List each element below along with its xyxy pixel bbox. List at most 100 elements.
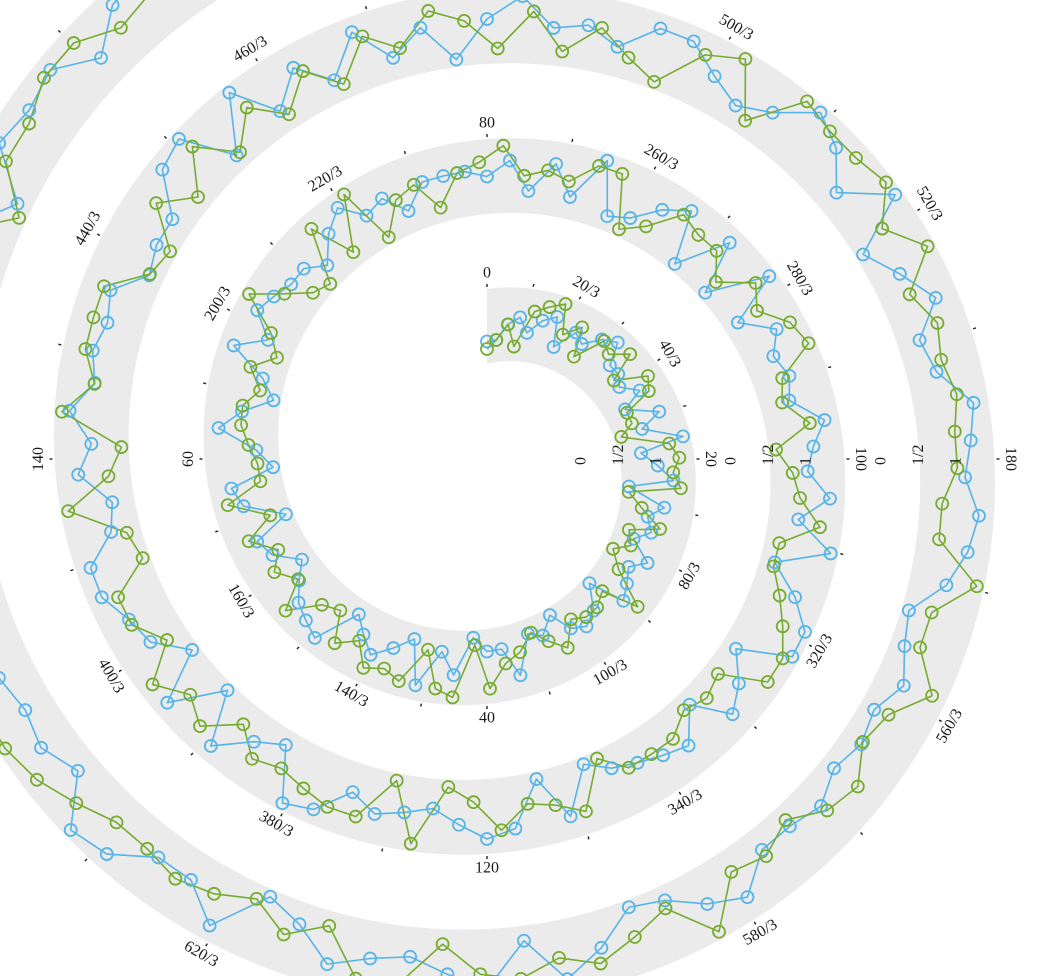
tick-label: 40	[479, 710, 495, 727]
series-1-point	[278, 738, 293, 752]
series-2-point	[641, 384, 656, 398]
series-1-point	[184, 873, 198, 887]
series-1-point	[785, 649, 800, 664]
series-2-point	[113, 20, 128, 35]
series-1-point	[725, 707, 740, 722]
series-1-point	[513, 668, 528, 683]
series-2-point	[820, 803, 835, 818]
tick-mark	[255, 58, 258, 62]
series-1-point	[610, 39, 625, 54]
series-2-point	[783, 315, 797, 330]
series-2-point	[389, 773, 404, 788]
series-2-point	[769, 442, 783, 457]
series-1-point	[99, 847, 114, 861]
series-1-point	[684, 204, 699, 218]
series-1-point	[604, 761, 619, 776]
series-1-point	[888, 187, 903, 202]
series-1-point	[535, 313, 550, 328]
series-1-point	[266, 393, 281, 408]
series-1-point	[363, 951, 378, 966]
series-2-point	[932, 532, 947, 547]
series-1-point	[896, 678, 911, 693]
tick-label: 80/3	[675, 560, 704, 593]
series-2-point	[710, 666, 725, 681]
series-1-point	[70, 763, 85, 778]
series-1-point	[817, 413, 832, 427]
series-2-point	[766, 559, 781, 574]
series-2-point	[86, 310, 101, 325]
series-2-point	[520, 796, 535, 811]
series-2-point	[855, 735, 870, 749]
spiral-band-layer	[0, 0, 996, 976]
tick-mark	[621, 321, 625, 325]
series-2-point	[333, 603, 348, 618]
series-1-point	[71, 467, 86, 482]
series-2-point	[101, 469, 116, 484]
series-1-point	[105, 495, 120, 510]
series-1-point	[250, 534, 265, 549]
series-1-point	[440, 967, 455, 976]
series-1-point	[222, 85, 237, 100]
series-1-point	[22, 103, 37, 117]
series-1-point	[546, 21, 561, 35]
series-2-point	[607, 373, 621, 388]
series-2-point	[270, 350, 284, 365]
series-1-point	[307, 631, 322, 645]
series-2-point	[336, 77, 351, 92]
series-2-point	[676, 703, 691, 718]
series-2-point	[823, 124, 837, 139]
series-1-point	[782, 393, 797, 408]
tick-mark	[163, 135, 167, 139]
series-1-point	[762, 269, 777, 284]
series-2-point	[296, 781, 311, 796]
series-2-point	[78, 342, 93, 356]
series-2-point	[168, 871, 183, 886]
series-1-point	[574, 337, 589, 351]
series-1-point	[278, 507, 293, 522]
series-2-point	[243, 359, 258, 374]
series-2-point	[712, 924, 726, 939]
tick-mark	[678, 569, 683, 573]
series-2-point	[627, 930, 642, 944]
series-2-point	[541, 634, 556, 648]
series-1-point	[298, 613, 313, 628]
series-2-point	[623, 347, 638, 362]
series-1-point	[436, 169, 451, 183]
tick-mark	[248, 594, 252, 598]
series-1-point	[579, 619, 594, 634]
series-1-point	[446, 668, 461, 682]
series-1-point	[829, 185, 844, 200]
series-1-point	[375, 191, 389, 206]
series-1-point	[517, 933, 531, 948]
series-1-point	[644, 525, 659, 540]
series-1-point	[286, 60, 301, 75]
series-2-point	[61, 504, 76, 519]
series-2-point	[748, 276, 763, 290]
series-2-point	[881, 707, 896, 722]
series-1-point	[791, 512, 806, 527]
series-2-point	[30, 772, 44, 787]
tick-mark	[58, 343, 62, 346]
series-2-point	[614, 430, 629, 444]
series-1-point	[928, 290, 943, 305]
series-2-point	[501, 317, 516, 332]
series-1-point	[261, 332, 275, 347]
series-1-point	[550, 310, 565, 324]
series-1-point	[105, 0, 120, 12]
series-2-point	[276, 927, 291, 942]
series-2-point	[346, 245, 361, 260]
series-1-point	[104, 525, 118, 539]
series-1-point	[621, 560, 636, 574]
series-2-point	[772, 588, 787, 603]
series-1-point	[165, 212, 180, 227]
series-2-point	[295, 64, 310, 78]
series-1-point	[408, 678, 423, 693]
series-1-point	[386, 50, 401, 65]
series-1-point	[426, 801, 440, 816]
radial-tick-label: 1/2	[910, 445, 927, 465]
tick-mark	[381, 848, 384, 852]
series-1-point	[229, 148, 244, 163]
series-2-point	[315, 597, 329, 612]
series-1-point	[823, 546, 838, 561]
